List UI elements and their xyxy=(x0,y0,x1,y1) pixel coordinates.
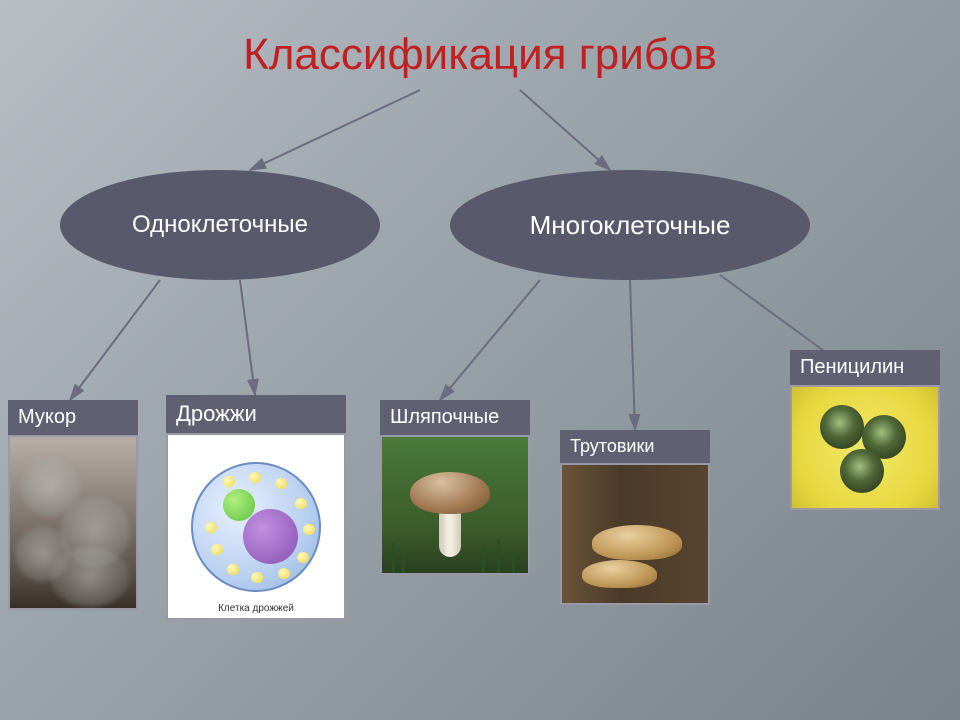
card-penicillin-image xyxy=(790,385,940,510)
page-title: Классификация грибов xyxy=(243,30,717,80)
card-penicillin-label: Пеницилин xyxy=(790,350,940,385)
group-unicellular-label: Одноклеточные xyxy=(132,211,308,239)
card-bracket-label: Трутовики xyxy=(560,430,710,463)
group-unicellular: Одноклеточные xyxy=(60,170,380,280)
card-penicillin: Пеницилин xyxy=(790,350,940,510)
card-cap: Шляпочные xyxy=(380,400,530,575)
group-multicellular: Многоклеточные xyxy=(450,170,810,280)
card-bracket-image xyxy=(560,463,710,605)
group-multicellular-label: Многоклеточные xyxy=(530,210,731,241)
card-yeast: Дрожжи Клетка дрожжей xyxy=(166,395,346,620)
yeast-cell-icon xyxy=(191,462,321,592)
card-mukor: Мукор xyxy=(8,400,138,610)
card-cap-label: Шляпочные xyxy=(380,400,530,435)
yeast-caption: Клетка дрожжей xyxy=(168,601,344,616)
card-mukor-image xyxy=(8,435,138,610)
card-cap-image xyxy=(380,435,530,575)
card-bracket: Трутовики xyxy=(560,430,710,605)
card-yeast-image: Клетка дрожжей xyxy=(166,433,346,620)
card-mukor-label: Мукор xyxy=(8,400,138,435)
card-yeast-label: Дрожжи xyxy=(166,395,346,433)
